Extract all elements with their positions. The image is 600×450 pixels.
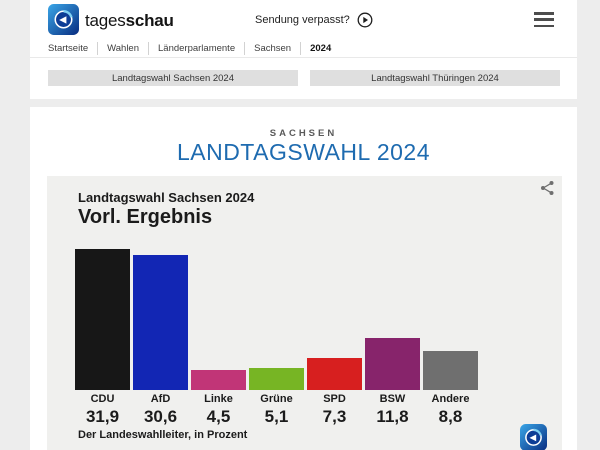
bar-column-afd: AfD 30,6 [133, 254, 188, 427]
play-circle-icon[interactable] [357, 12, 373, 28]
party-label: BSW [379, 393, 406, 405]
bar-column-cdu: CDU 31,9 [75, 249, 130, 427]
bar-afd [133, 254, 188, 390]
chart-title: Landtagswahl Sachsen 2024 [78, 190, 255, 205]
party-label: CDU [90, 393, 115, 405]
party-value: 7,3 [322, 407, 347, 426]
result-chart-card: Landtagswahl Sachsen 2024 Vorl. Ergebnis… [47, 176, 562, 450]
bar-column-andere: Andere 8,8 [423, 351, 478, 427]
party-label: Andere [431, 393, 470, 405]
header-sheet: tagesschau Sendung verpasst? Startseite W… [30, 0, 577, 99]
party-label: Grüne [260, 393, 293, 405]
party-value: 4,5 [206, 407, 231, 426]
party-value: 5,1 [264, 407, 289, 426]
party-value: 8,8 [438, 407, 463, 426]
bar-column-grüne: Grüne 5,1 [249, 367, 304, 428]
party-label: SPD [323, 393, 346, 405]
election-tabs: Landtagswahl Sachsen 2024 Landtagswahl T… [48, 70, 560, 86]
hamburger-menu-icon[interactable] [534, 12, 554, 27]
main-content: SACHSEN LANDTAGSWAHL 2024 Landtagswahl S… [30, 107, 577, 450]
bar-column-bsw: BSW 11,8 [365, 337, 420, 427]
brand-prefix: tages [85, 11, 126, 30]
party-label: AfD [150, 393, 171, 405]
bar-column-spd: SPD 7,3 [307, 357, 362, 427]
party-label: Linke [204, 393, 233, 405]
ard-globe-icon [520, 424, 547, 450]
breadcrumb-item-startseite[interactable]: Startseite [48, 43, 89, 54]
bar-column-linke: Linke 4,5 [191, 370, 246, 427]
brand-wordmark[interactable]: tagesschau [85, 11, 174, 31]
missed-broadcast-link[interactable]: Sendung verpasst? [255, 11, 373, 29]
share-icon[interactable] [540, 180, 556, 196]
bar-spd [307, 357, 362, 390]
page-title: LANDTAGSWAHL 2024 [176, 139, 431, 165]
party-value: 30,6 [143, 407, 178, 426]
breadcrumb-item-2024[interactable]: 2024 [300, 42, 340, 55]
breadcrumb-item-sachsen[interactable]: Sachsen [244, 42, 300, 55]
breadcrumb-item-länderparlamente[interactable]: Länderparlamente [148, 42, 244, 55]
bar-grüne [249, 367, 304, 390]
bar-bsw [365, 337, 420, 390]
party-value: 11,8 [376, 407, 409, 426]
tab-landtagswahl-thueringen[interactable]: Landtagswahl Thüringen 2024 [310, 70, 560, 86]
bar-chart: CDU 31,9 AfD 30,6 Linke 4,5 Grüne 5,1 SPD 7,3 BSW 1… [75, 249, 478, 427]
breadcrumb-item-wahlen[interactable]: Wahlen [97, 42, 148, 55]
tab-landtagswahl-sachsen[interactable]: Landtagswahl Sachsen 2024 [48, 70, 298, 86]
missed-broadcast-label: Sendung verpasst? [255, 14, 350, 26]
bar-linke [191, 370, 246, 390]
bar-andere [423, 351, 478, 390]
chart-subtitle: Vorl. Ergebnis [78, 206, 213, 228]
breadcrumb: Startseite Wahlen Länderparlamente Sachsen 2… [48, 40, 340, 57]
region-kicker: SACHSEN [269, 128, 338, 139]
header-divider [30, 57, 577, 58]
brand-suffix: schau [125, 11, 174, 30]
bar-cdu [75, 249, 130, 390]
party-value: 31,9 [85, 407, 120, 426]
chart-source-note: Der Landeswahlleiter, in Prozent [78, 429, 248, 441]
tagesschau-logo-icon[interactable] [48, 4, 79, 35]
